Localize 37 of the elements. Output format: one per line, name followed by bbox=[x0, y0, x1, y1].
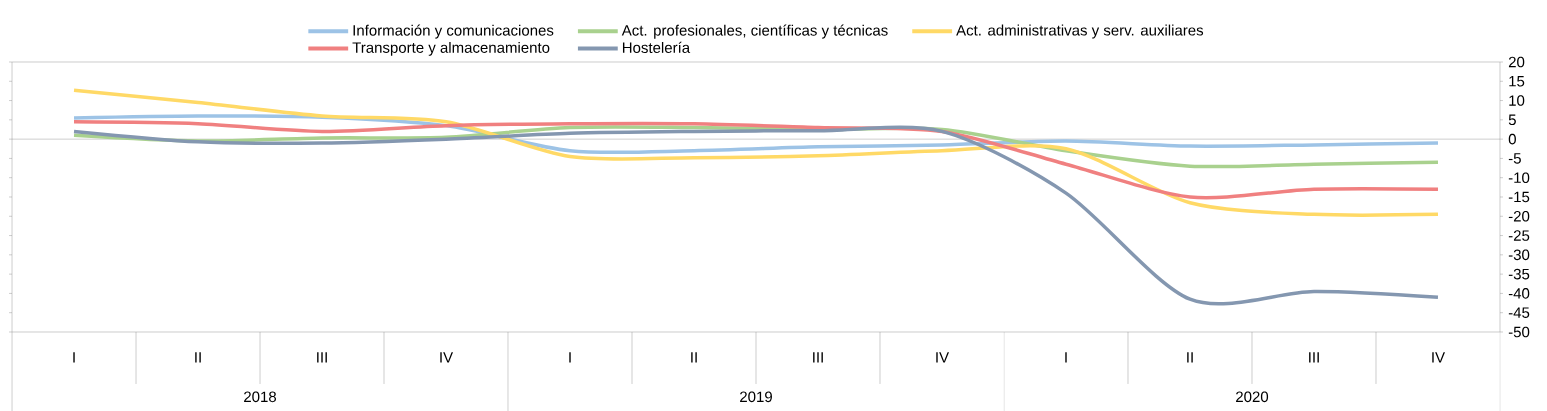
y-tick-label: -25 bbox=[1508, 230, 1530, 241]
y-tick-label: -10 bbox=[1508, 172, 1530, 184]
legend-label: Act. administrativas y serv. auxiliares bbox=[956, 24, 1204, 39]
y-tick-label: -45 bbox=[1508, 307, 1530, 318]
x-tick-label: II bbox=[195, 352, 201, 363]
x-tick-label: IV bbox=[440, 352, 454, 363]
text: 2018 bbox=[244, 391, 277, 403]
x-tick-label: I bbox=[569, 352, 571, 363]
x-tick-label: III bbox=[317, 352, 327, 363]
legend-label: Información y comunicaciones bbox=[353, 24, 554, 39]
y-tick-label: -40 bbox=[1508, 288, 1530, 299]
y-tick-label: 5 bbox=[1508, 114, 1516, 126]
x-tick-label: I bbox=[73, 352, 75, 363]
line-series bbox=[72, 88, 1440, 217]
y-tick-label: -35 bbox=[1508, 268, 1530, 280]
y-tick-label: 15 bbox=[1509, 76, 1525, 87]
y-tick-label: -15 bbox=[1508, 191, 1530, 203]
x-tick-label: IV bbox=[1432, 352, 1445, 363]
x-tick-label: III bbox=[1309, 352, 1319, 363]
y-tick-label: -50 bbox=[1508, 326, 1530, 338]
x-tick-label: II bbox=[1187, 352, 1193, 363]
y-tick-label: 20 bbox=[1508, 56, 1525, 68]
legend-label: Hostelería bbox=[622, 41, 691, 53]
x-tick-label: I bbox=[1065, 352, 1067, 363]
text: 2019 bbox=[740, 391, 772, 403]
y-tick-label: 10 bbox=[1509, 95, 1525, 106]
y-tick-label: -30 bbox=[1508, 249, 1530, 261]
text: 2020 bbox=[1236, 391, 1269, 403]
x-tick-label: IV bbox=[936, 352, 950, 363]
legend-label: Transporte y almacenamiento bbox=[352, 41, 550, 56]
legend-label: Act. profesionales, científicas y técnicas bbox=[621, 24, 888, 39]
x-tick-label: II bbox=[691, 352, 697, 363]
y-tick-label: -20 bbox=[1508, 210, 1530, 222]
line-series bbox=[72, 120, 1440, 200]
y-tick-label: 0 bbox=[1508, 133, 1516, 145]
y-tick-label: -5 bbox=[1508, 153, 1521, 164]
x-tick-label: III bbox=[813, 352, 823, 363]
